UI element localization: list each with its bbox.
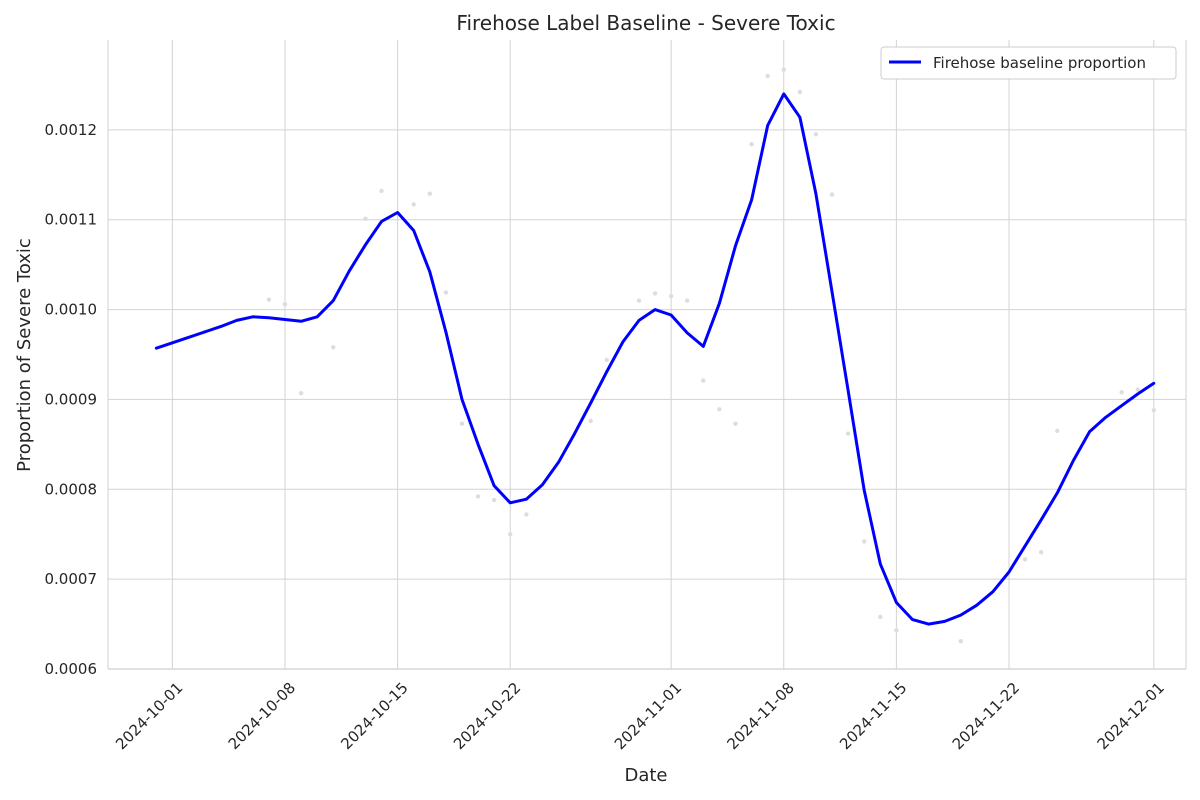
scatter-point — [685, 298, 690, 303]
legend-box — [880, 46, 1177, 80]
scatter-point — [1151, 408, 1157, 413]
y-tick-label: 0.0010 — [45, 301, 98, 319]
scatter-point — [443, 290, 449, 295]
scatter-point — [781, 67, 786, 72]
scatter-point — [845, 431, 851, 436]
x-tick-label: 2024-10-15 — [337, 679, 411, 753]
series-line — [154, 92, 1156, 626]
scatter-point — [701, 378, 706, 383]
scatter-point — [749, 142, 754, 147]
scatter-point — [862, 539, 867, 544]
y-tick-label: 0.0009 — [45, 390, 98, 408]
series-lines — [154, 92, 1156, 626]
scatter-point — [459, 421, 465, 426]
y-axis-label: Proportion of Severe Toxic — [14, 238, 35, 472]
scatter-point — [427, 191, 432, 196]
scatter-point — [588, 418, 593, 424]
scatter-point — [379, 188, 384, 194]
scatter-point — [765, 73, 770, 79]
scatter-point — [1055, 428, 1060, 434]
x-tick-label: 2024-10-22 — [450, 679, 524, 753]
scatter-point — [1135, 387, 1140, 392]
scatter-point — [797, 89, 803, 95]
x-tick-label: 2024-10-08 — [225, 679, 299, 753]
scatter-point — [298, 390, 304, 396]
legend-label: Firehose baseline proportion — [933, 54, 1146, 72]
scatter-points — [202, 67, 1157, 644]
scatter-point — [1022, 557, 1028, 562]
scatter-point — [636, 298, 642, 303]
scatter-point — [894, 628, 899, 633]
scatter-point — [508, 532, 513, 537]
scatter-point — [524, 512, 529, 517]
axes — [107, 40, 1187, 670]
x-tick-label: 2024-11-15 — [836, 679, 910, 753]
x-axis-label: Date — [624, 765, 667, 786]
y-tick-label: 0.0006 — [45, 660, 98, 678]
grid-lines — [108, 40, 1186, 670]
y-tick-label: 0.0012 — [45, 121, 98, 139]
x-tick-label: 2024-11-08 — [724, 679, 798, 753]
scatter-point — [878, 614, 883, 620]
scatter-point — [411, 202, 416, 207]
scatter-point — [266, 297, 272, 302]
scatter-point — [363, 216, 368, 222]
scatter-point — [668, 293, 674, 299]
scatter-point — [1038, 549, 1044, 555]
scatter-point — [1119, 390, 1124, 395]
scatter-point — [331, 345, 336, 350]
y-tick-labels: 0.0006 0.0007 0.0008 0.0009 0.0010 0.0011 0.00… — [45, 121, 98, 678]
x-tick-label: 2024-11-01 — [611, 679, 685, 753]
scatter-point — [491, 497, 497, 503]
x-tick-label: 2024-10-01 — [112, 679, 186, 753]
scatter-point — [282, 301, 288, 307]
chart-title: Firehose Label Baseline - Severe Toxic — [456, 11, 835, 35]
scatter-point — [652, 291, 658, 296]
scatter-point — [813, 132, 819, 137]
x-tick-label: 2024-11-22 — [949, 679, 1023, 753]
scatter-point — [958, 638, 963, 644]
x-tick-label: 2024-12-01 — [1094, 679, 1168, 753]
y-tick-label: 0.0007 — [45, 570, 98, 588]
scatter-point — [717, 407, 722, 412]
scatter-point — [733, 421, 738, 426]
x-tick-labels: 2024-10-01 2024-10-08 2024-10-15 2024-10-22… — [112, 679, 1168, 753]
scatter-point — [475, 494, 481, 499]
y-tick-label: 0.0011 — [45, 211, 98, 229]
legend: Firehose baseline proportion — [880, 46, 1177, 80]
y-tick-label: 0.0008 — [45, 480, 98, 498]
scatter-point — [829, 192, 835, 197]
scatter-point — [604, 357, 609, 363]
